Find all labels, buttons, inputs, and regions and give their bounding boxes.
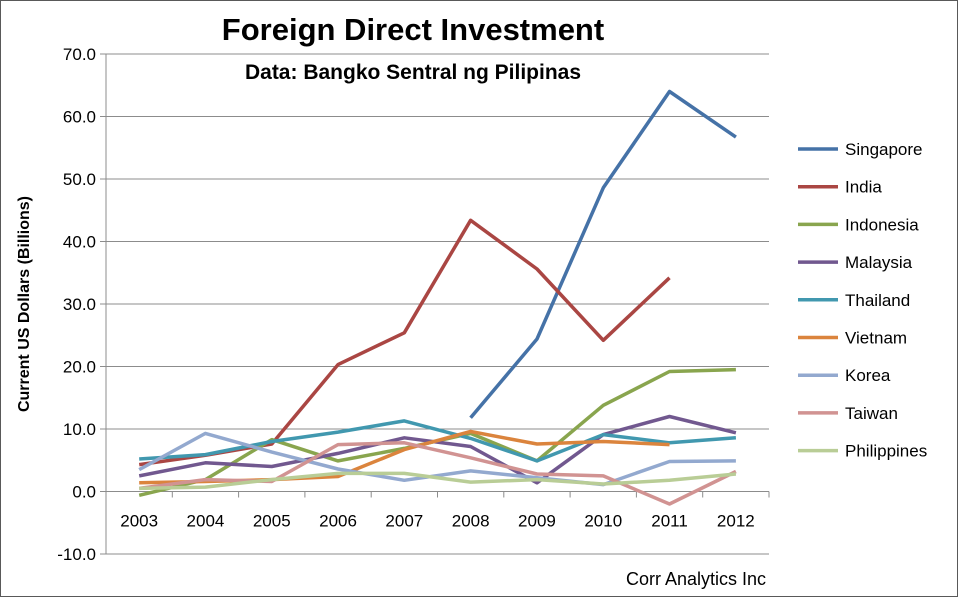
legend-label-malaysia: Malaysia	[845, 253, 913, 272]
y-tick-label: 40.0	[63, 233, 96, 252]
series-line-india	[138, 218, 671, 467]
series-line-philippines	[139, 471, 737, 491]
x-tick-label: 2004	[187, 512, 225, 531]
y-tick-label: 20.0	[63, 358, 96, 377]
legend-label-korea: Korea	[845, 366, 891, 385]
x-tick-label: 2009	[518, 512, 556, 531]
series-line-thailand	[139, 419, 737, 463]
x-tick-label: 2012	[717, 512, 755, 531]
legend-label-philippines: Philippines	[845, 442, 927, 461]
legend-label-vietnam: Vietnam	[845, 329, 907, 348]
series-line-korea	[138, 431, 736, 487]
legend-label-taiwan: Taiwan	[845, 404, 898, 423]
legend: Singapore India Indonesia Malaysia Thailand V…	[798, 140, 927, 461]
y-tick-label: 30.0	[63, 295, 96, 314]
chart-subtitle: Data: Bangko Sentral ng Pilipinas	[245, 61, 581, 84]
x-tick-label: 2008	[452, 512, 490, 531]
y-axis-title: Current US Dollars (Billions)	[16, 196, 33, 412]
series-line-singapore	[469, 89, 737, 419]
y-tick-label: 10.0	[63, 420, 96, 439]
legend-label-india: India	[845, 178, 882, 197]
legend-label-indonesia: Indonesia	[845, 215, 919, 234]
x-tick-label: 2010	[584, 512, 622, 531]
y-tick-label: -10.0	[57, 545, 96, 564]
chart-title: Foreign Direct Investment	[222, 12, 604, 47]
legend-label-thailand: Thailand	[845, 291, 910, 310]
x-tick-label: 2007	[385, 512, 423, 531]
y-tick-label: 70.0	[63, 45, 96, 64]
x-tick-label: 2003	[120, 512, 158, 531]
y-tick-label: 60.0	[63, 108, 96, 127]
legend-label-singapore: Singapore	[845, 140, 923, 159]
y-tick-label: 0.0	[72, 483, 96, 502]
x-tick-label: 2005	[253, 512, 291, 531]
series-line-taiwan	[138, 441, 737, 506]
credit-label: Corr Analytics Inc	[626, 569, 766, 589]
x-tick-label: 2011	[651, 512, 688, 531]
x-tick-label: 2006	[319, 512, 357, 531]
y-tick-label: 50.0	[63, 170, 96, 189]
plot-area: -10.0 0.0 10.0 20.0 30.0 40.0 50.0 60.0 70.0 2003…	[57, 45, 770, 564]
